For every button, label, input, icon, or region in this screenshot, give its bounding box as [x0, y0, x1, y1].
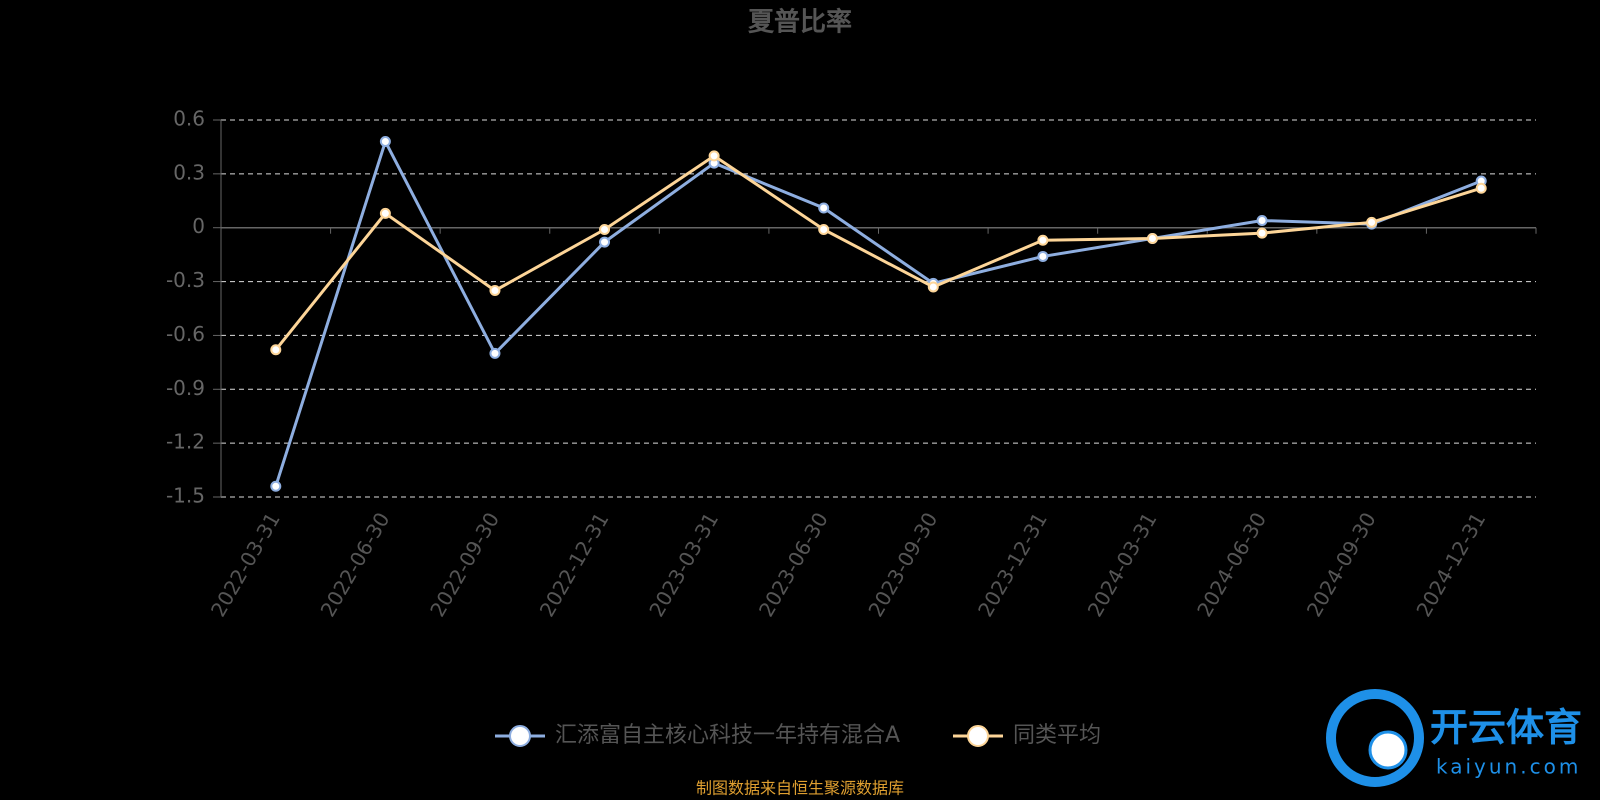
watermark-brand: 开云体育: [1430, 706, 1582, 750]
watermark-site: kaiyun.com: [1436, 755, 1581, 779]
logo-ball: [1368, 730, 1408, 770]
data-point: [1146, 232, 1158, 244]
y-tick-label: 0: [192, 214, 205, 238]
y-tick-label: -1.5: [166, 484, 205, 508]
data-point: [599, 236, 611, 248]
series-line: [274, 154, 1482, 351]
chart-title: 夏普比率: [748, 7, 852, 38]
y-tick-label: -0.9: [166, 376, 205, 400]
series-line: [274, 137, 1482, 487]
y-tick-label: -1.2: [166, 430, 205, 454]
data-point: [489, 347, 501, 359]
legend-marker: [509, 725, 531, 747]
data-point: [379, 207, 391, 219]
source-note: 制图数据来自恒生聚源数据库: [696, 779, 904, 798]
y-tick-label: 0.3: [173, 160, 205, 184]
data-point: [1475, 182, 1487, 194]
y-tick-label: -0.6: [166, 322, 205, 346]
data-point: [1256, 227, 1268, 239]
data-point: [708, 150, 720, 162]
data-point: [489, 285, 501, 297]
logo: [1326, 689, 1424, 787]
watermark: 开云体育 kaiyun.com: [1326, 689, 1582, 787]
legend-item: 同类平均: [953, 723, 1101, 748]
data-point: [270, 480, 282, 492]
legend-marker: [967, 725, 989, 747]
y-tick-label: 0.6: [173, 107, 205, 131]
data-point: [1037, 250, 1049, 262]
legend-label: 汇添富自主核心科技一年持有混合A: [555, 723, 900, 748]
data-point: [818, 202, 830, 214]
data-point: [927, 281, 939, 293]
data-point: [1256, 215, 1268, 227]
data-point: [818, 224, 830, 236]
data-point: [1366, 216, 1378, 228]
data-point: [379, 136, 391, 148]
data-point: [599, 224, 611, 236]
data-point: [270, 344, 282, 356]
data-point: [1037, 234, 1049, 246]
y-tick-label: -0.3: [166, 268, 205, 292]
legend-label: 同类平均: [1013, 723, 1101, 748]
legend-item: 汇添富自主核心科技一年持有混合A: [495, 723, 900, 748]
